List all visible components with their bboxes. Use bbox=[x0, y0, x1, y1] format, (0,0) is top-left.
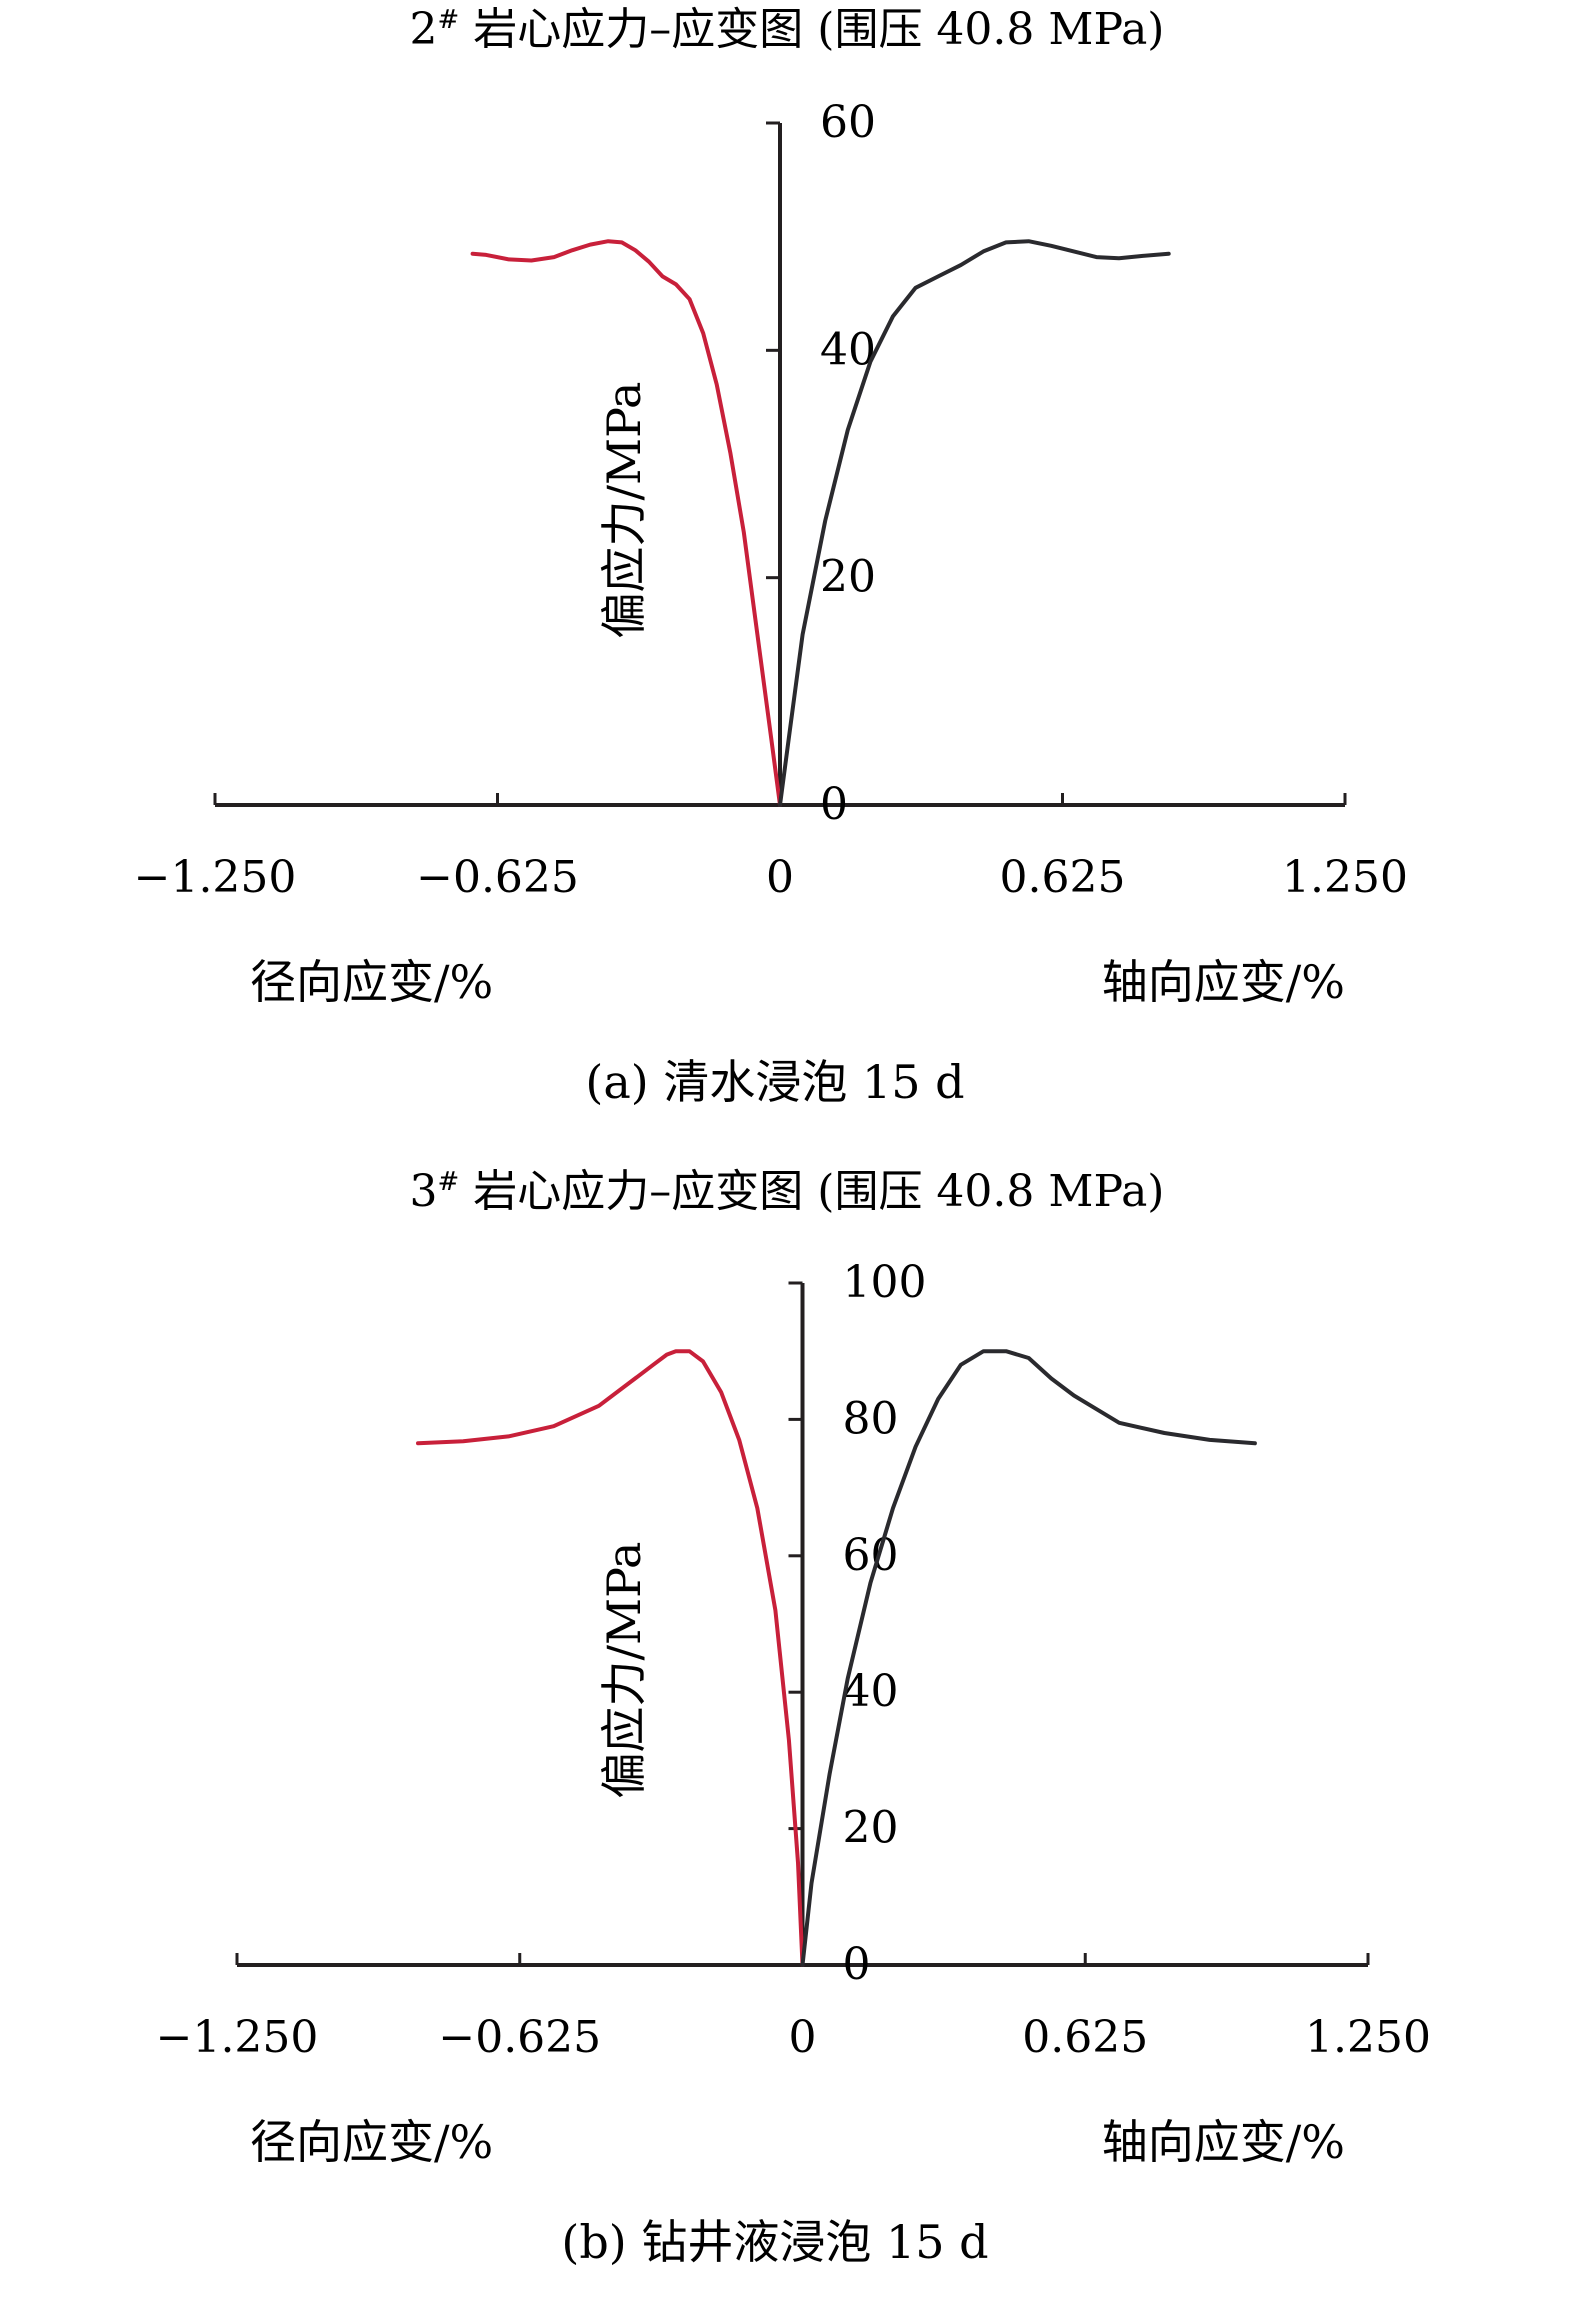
x-tick-label: 0 bbox=[789, 2012, 817, 2063]
x-tick-label: 1.250 bbox=[1305, 2012, 1431, 2063]
y-tick-label: 40 bbox=[843, 1666, 899, 1717]
x-tick-label: 1.250 bbox=[1282, 852, 1408, 903]
axial-strain-line-b bbox=[800, 1349, 1257, 1967]
chart-title-b-sup: # bbox=[438, 1167, 460, 1197]
chart-title-a-rest: 岩心应力–应变图 (围压 40.8 MPa) bbox=[459, 4, 1164, 55]
x-tick-label: 0 bbox=[766, 852, 794, 903]
x-tick-label: −0.625 bbox=[416, 852, 579, 903]
x-tick-label: −0.625 bbox=[438, 2012, 601, 2063]
chart-svg-a: 2# 岩心应力–应变图 (围压 40.8 MPa) −1.250 −0.625 0 0… bbox=[134, 4, 1408, 1109]
y-tick-label: 60 bbox=[820, 97, 876, 148]
x-tick-label: −1.250 bbox=[134, 852, 297, 903]
chart-title-b-prefix: 3 bbox=[410, 1166, 438, 1217]
axial-strain-line-a bbox=[778, 239, 1171, 807]
y-axis-label-a: 偏应力/MPa bbox=[597, 382, 651, 639]
chart-title-a: 2# 岩心应力–应变图 (围压 40.8 MPa) bbox=[410, 4, 1165, 55]
x-axis-label-right-a: 轴向应变/% bbox=[1102, 955, 1345, 1009]
x-tick-label: −1.250 bbox=[156, 2012, 319, 2063]
chart-title-a-prefix: 2 bbox=[410, 4, 438, 55]
chart-panel-a: 2# 岩心应力–应变图 (围压 40.8 MPa) −1.250 −0.625 0 0… bbox=[0, 0, 1575, 1150]
caption-a: (a) 清水浸泡 15 d bbox=[585, 1055, 964, 1109]
x-tick-label: 0.625 bbox=[1000, 852, 1126, 903]
y-tick-label: 60 bbox=[843, 1530, 899, 1581]
plot-area-b: −1.250 −0.625 0 0.625 1.250 0 20 40 60 80 100 bbox=[156, 1257, 1431, 2063]
y-tick-label: 20 bbox=[843, 1803, 899, 1854]
x-axis-label-left-a: 径向应变/% bbox=[250, 955, 493, 1009]
radial-strain-line-b bbox=[416, 1349, 805, 1967]
x-tick-label: 0.625 bbox=[1022, 2012, 1148, 2063]
y-tick-label: 20 bbox=[820, 552, 876, 603]
radial-strain-line-a bbox=[470, 239, 782, 807]
chart-title-a-sup: # bbox=[438, 5, 460, 35]
y-axis-label-b: 偏应力/MPa bbox=[597, 1542, 651, 1799]
y-tick-label: 0 bbox=[820, 779, 848, 830]
y-tick-label: 100 bbox=[843, 1257, 927, 1308]
y-tick-label: 80 bbox=[843, 1393, 899, 1444]
chart-title-b-rest: 岩心应力–应变图 (围压 40.8 MPa) bbox=[459, 1166, 1164, 1217]
x-axis-label-right-b: 轴向应变/% bbox=[1102, 2115, 1345, 2169]
x-axis-label-left-b: 径向应变/% bbox=[250, 2115, 493, 2169]
chart-title-b: 3# 岩心应力–应变图 (围压 40.8 MPa) bbox=[410, 1166, 1165, 1217]
chart-svg-b: 3# 岩心应力–应变图 (围压 40.8 MPa) −1.250 −0.625 0 0… bbox=[156, 1166, 1431, 2269]
caption-b: (b) 钻井液浸泡 15 d bbox=[561, 2215, 988, 2269]
chart-panel-b: 3# 岩心应力–应变图 (围压 40.8 MPa) −1.250 −0.625 0 0… bbox=[0, 1160, 1575, 2303]
y-tick-label: 0 bbox=[843, 1939, 871, 1990]
